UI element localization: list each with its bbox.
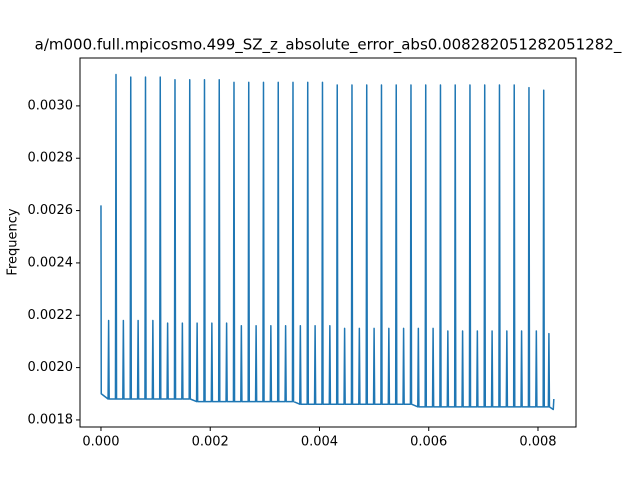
axes-frame bbox=[79, 57, 577, 428]
x-tick-label: 0.006 bbox=[410, 435, 447, 450]
y-axis-label: Frequency bbox=[6, 208, 21, 275]
x-tick-label: 0.002 bbox=[192, 435, 229, 450]
x-tick-label: 0.000 bbox=[82, 435, 119, 450]
x-tick-label: 0.004 bbox=[301, 435, 338, 450]
plot-area bbox=[100, 73, 555, 411]
y-tick-label: 0.0024 bbox=[28, 255, 74, 270]
y-tick-label: 0.0022 bbox=[28, 308, 74, 323]
y-tick-label: 0.0026 bbox=[28, 203, 74, 218]
y-tick-label: 0.0028 bbox=[28, 151, 74, 166]
y-tick-label: 0.0030 bbox=[28, 98, 74, 113]
chart-title: a/m000.full.mpicosmo.499_SZ_z_absolute_e… bbox=[35, 36, 622, 55]
y-tick-label: 0.0020 bbox=[28, 360, 74, 375]
y-tick-label: 0.0018 bbox=[28, 412, 74, 427]
data-line bbox=[100, 73, 555, 411]
x-tick-label: 0.008 bbox=[519, 435, 556, 450]
